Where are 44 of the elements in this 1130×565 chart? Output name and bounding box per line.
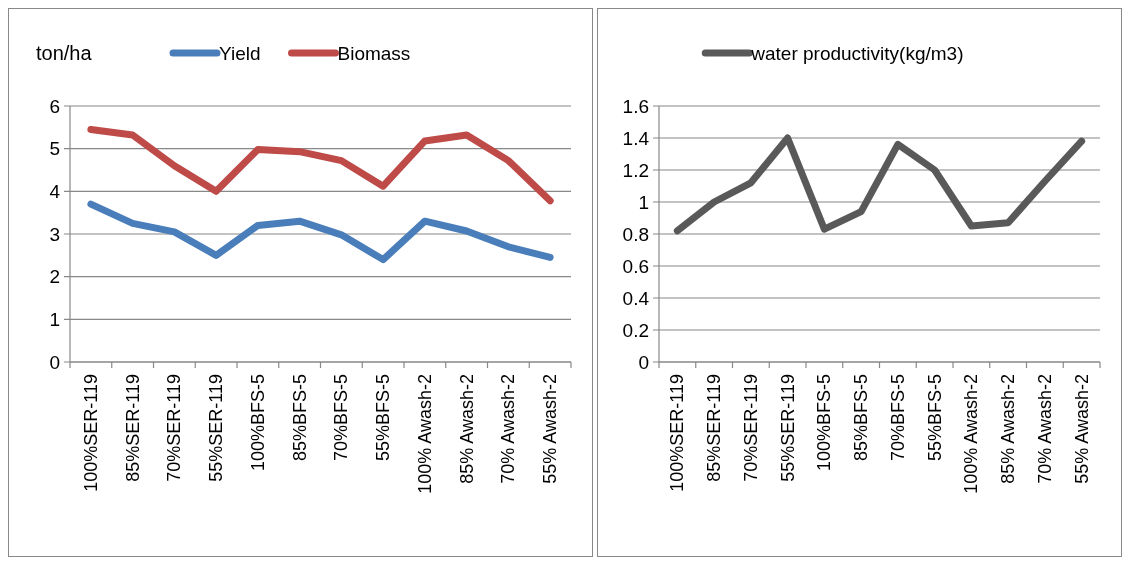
y-tick-label: 1 [638,191,649,213]
x-tick-label: 55% Awash-2 [540,374,561,484]
x-tick-label: 85% Awash-2 [998,374,1019,484]
y-tick-label: 0.6 [622,255,649,277]
legend-label: water productivity(kg/m3) [750,42,964,64]
x-tick-label: 100%BFS-5 [814,374,835,472]
x-tick-label: 55%SER-119 [777,374,798,482]
y-tick-label: 0 [49,351,60,373]
legend-label: Yield [219,42,261,64]
x-tick-label: 100%SER-119 [80,374,101,492]
y-tick-label: 1 [49,308,60,330]
x-tick-label: 100%BFS-5 [247,374,268,472]
y-tick-label: 1.4 [622,127,650,149]
x-tick-label: 55%BFS-5 [373,374,394,462]
x-tick-label: 85%BFS-5 [289,374,310,462]
x-tick-label: 55%BFS-5 [924,374,945,462]
x-tick-label: 100% Awash-2 [961,374,982,494]
y-tick-label: 0.8 [622,223,649,245]
x-tick-label: 55%SER-119 [206,374,227,482]
y-tick-label: 6 [49,95,60,117]
y-tick-label: 0.4 [622,287,650,309]
x-tick-label: 70%BFS-5 [887,374,908,462]
y-tick-label: 5 [49,138,60,160]
y-tick-label: 4 [49,180,61,202]
x-tick-label: 70%SER-119 [164,374,185,482]
x-tick-label: 85%SER-119 [704,374,725,482]
x-tick-label: 55% Awash-2 [1071,374,1092,484]
x-tick-label: 100% Awash-2 [414,374,435,494]
y-tick-label: 0.2 [622,319,649,341]
y-axis-title: ton/ha [36,42,93,64]
x-tick-label: 85%SER-119 [122,374,143,482]
y-tick-label: 1.6 [622,95,649,117]
x-tick-label: 70% Awash-2 [1034,374,1055,484]
x-tick-label: 70%SER-119 [740,374,761,482]
y-tick-label: 1.2 [622,159,649,181]
x-tick-label: 85%BFS-5 [851,374,872,462]
y-tick-label: 3 [49,223,60,245]
x-tick-label: 100%SER-119 [667,374,688,492]
x-tick-label: 70% Awash-2 [498,374,519,484]
x-tick-label: 70%BFS-5 [331,374,352,462]
y-tick-label: 0 [638,351,649,373]
x-tick-label: 85% Awash-2 [456,374,477,484]
y-tick-label: 2 [49,266,60,288]
legend-label: Biomass [337,42,411,64]
